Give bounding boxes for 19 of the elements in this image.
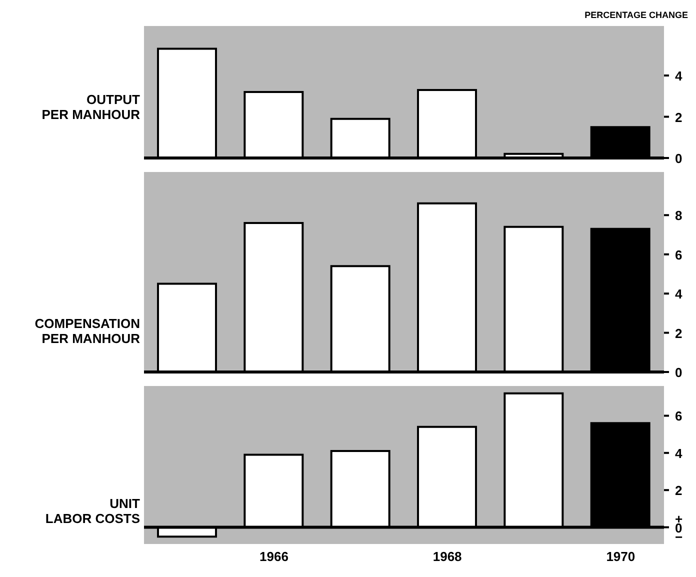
- y-tick-label: 0: [675, 364, 682, 380]
- y-tick-label: + 0 −: [675, 510, 683, 544]
- text: PERCENTAGE CHANGE: [584, 10, 688, 20]
- y-tick-label: 4: [675, 286, 683, 302]
- y-tick-label: 2: [675, 325, 682, 340]
- y-tick-label: 2: [675, 482, 682, 498]
- y-tick-label: 4: [675, 68, 683, 83]
- x-tick-label: 1970: [606, 549, 636, 564]
- x-tick-label: 1968: [432, 549, 462, 564]
- y-tick-label: 2: [675, 109, 682, 124]
- x-tick-label: 1966: [260, 549, 288, 564]
- y-tick-label: 8: [675, 208, 682, 223]
- y-tick-label: 0: [675, 150, 682, 166]
- y-axis-title: UNIT LABOR COSTS: [44, 496, 140, 526]
- y-tick-label: 6: [675, 246, 682, 262]
- y-tick-label: 4: [675, 445, 683, 460]
- y-tick-label: 6: [675, 408, 682, 424]
- y-axis-title: OUTPUT PER MANHOUR: [40, 92, 140, 122]
- y-axis-title: COMPENSATION PER MANHOUR: [34, 316, 140, 346]
